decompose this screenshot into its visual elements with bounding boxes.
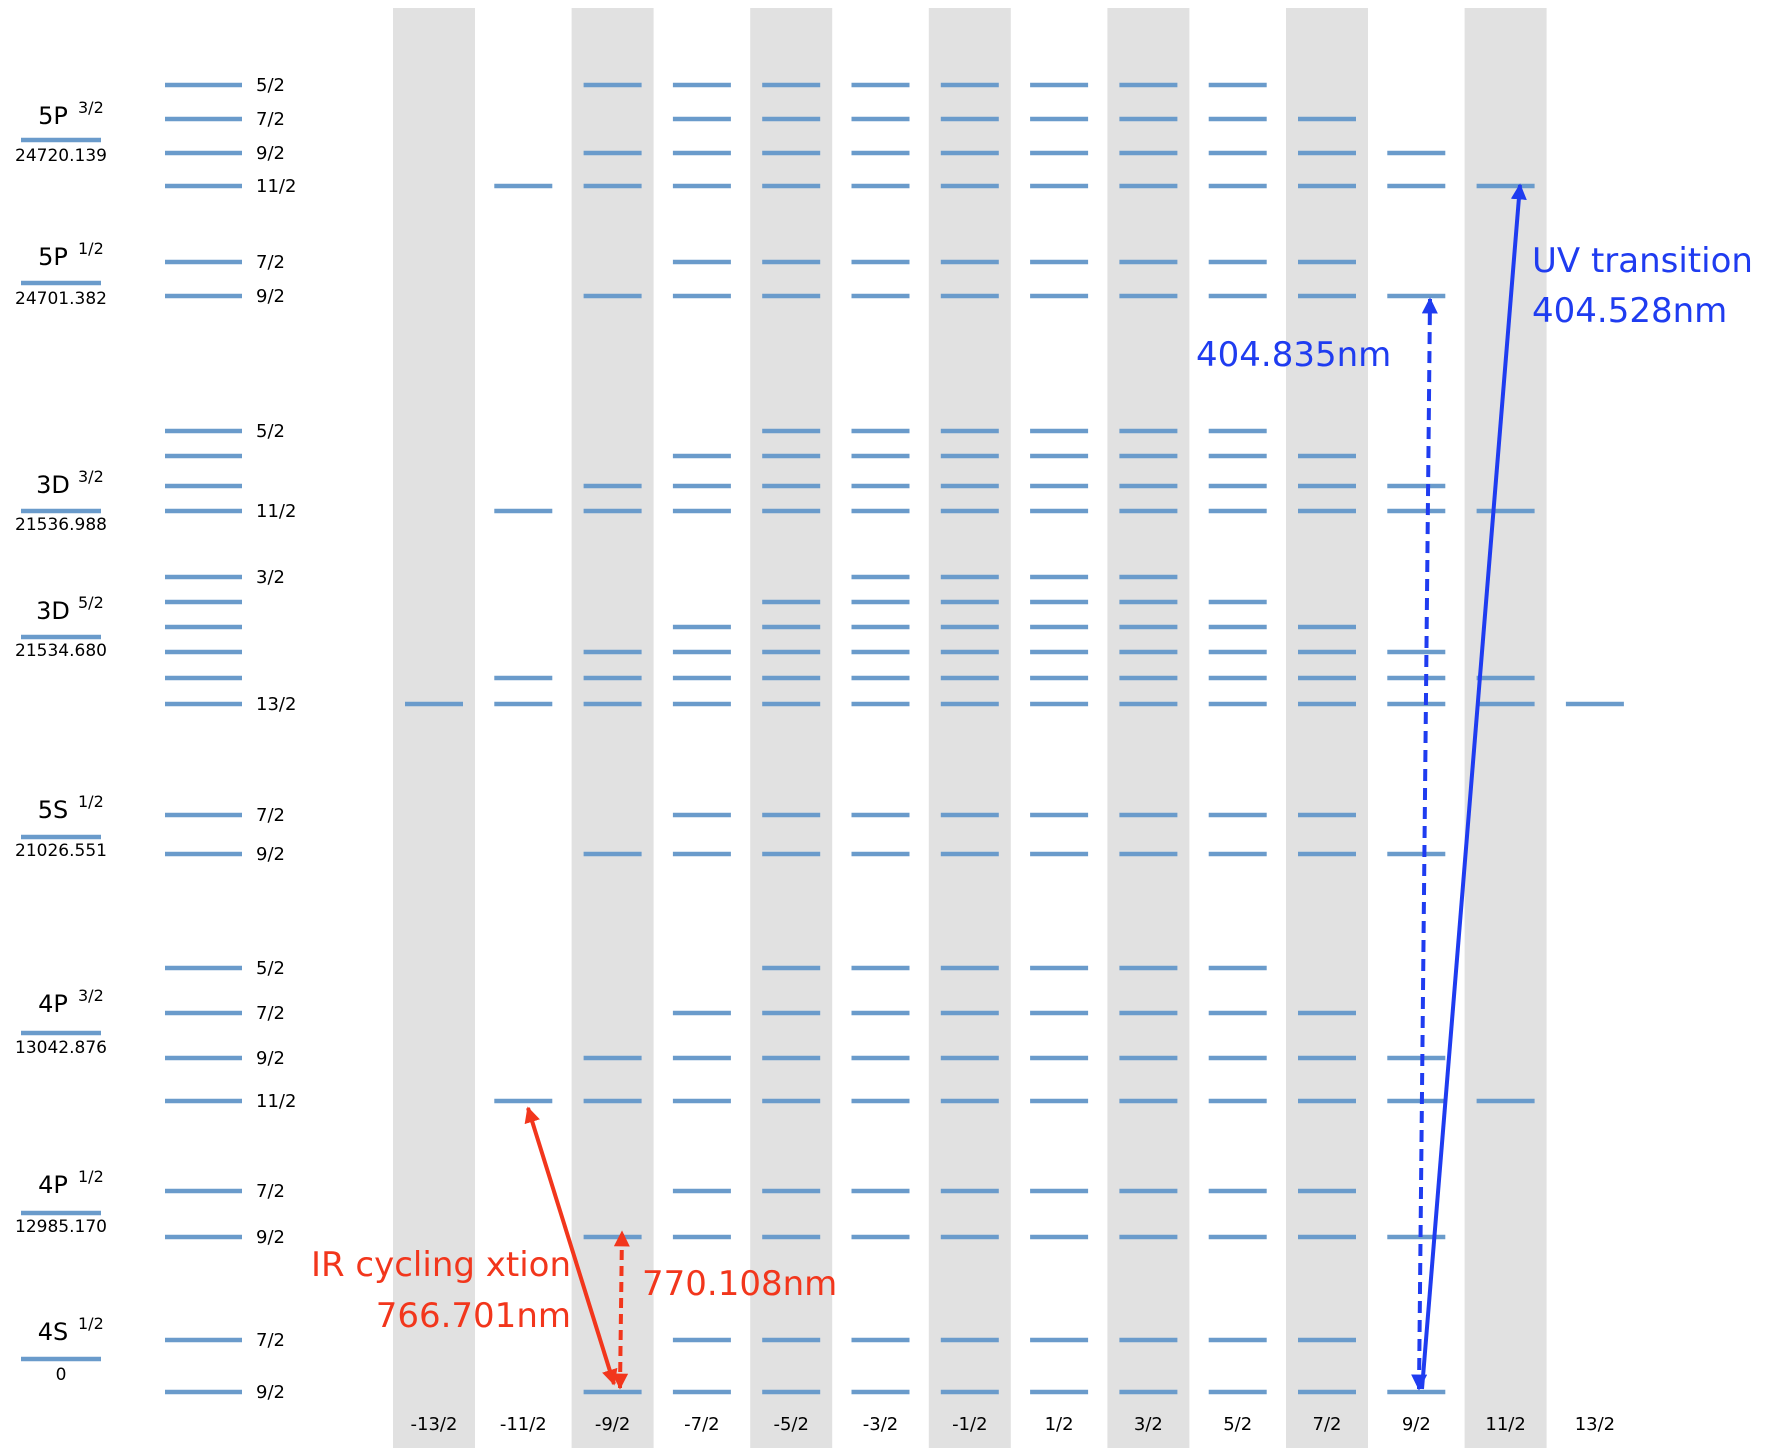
level-label-5s12: 5S 1/2 21026.551: [15, 792, 107, 861]
column-label: 5/2: [1223, 1414, 1252, 1435]
summary-lines: [165, 82, 242, 1395]
column-label: 13/2: [1575, 1414, 1615, 1435]
f-label: 5/2: [256, 958, 285, 979]
column-shade-12: [1464, 8, 1547, 1448]
f-label: 5/2: [256, 421, 285, 442]
level-superscript: 1/2: [78, 792, 104, 811]
level-label-5p32: 5P 3/2 24720.139: [15, 98, 107, 166]
f-label: 7/2: [256, 1181, 285, 1202]
column-labels: -13/2 -11/2 -9/2 -7/2 -5/2 -3/2 -1/2 1/2 3/2 5/2 7…: [411, 1414, 1616, 1435]
column-shade-4: [750, 8, 833, 1448]
uv-label-line1: UV transition: [1532, 241, 1753, 281]
level-label-5p12: 5P 1/2 24701.382: [15, 239, 107, 309]
f-label: 7/2: [256, 805, 285, 826]
column-shade-2: [571, 8, 654, 1448]
column-label: -9/2: [595, 1414, 630, 1435]
level-superscript: 3/2: [78, 467, 104, 486]
level-label-4p32: 4P 3/2 13042.876: [15, 986, 107, 1058]
level-energy: 21536.988: [15, 515, 107, 535]
column-label: -1/2: [952, 1414, 987, 1435]
level-superscript: 3/2: [78, 986, 104, 1005]
uv-dashed-label: 404.835nm: [1196, 335, 1391, 375]
transition-arrows: [524, 183, 1527, 1391]
ir-label-line2: 766.701nm: [376, 1296, 571, 1336]
f-labels: 5/2 7/2 9/2 11/2 7/2 9/2 5/2 11/2 3/2 13/2 7/2 9/2 5…: [256, 75, 296, 1403]
f-label: 9/2: [256, 286, 285, 307]
f-label: 11/2: [256, 176, 296, 197]
f-label: 9/2: [256, 1382, 285, 1403]
uv-label-line2: 404.528nm: [1532, 291, 1727, 331]
column-shade-10: [1286, 8, 1368, 1448]
column-shade-6: [928, 8, 1011, 1448]
level-name: 3D: [36, 471, 70, 499]
f-label: 9/2: [256, 143, 285, 164]
level-energy: 24701.382: [15, 289, 107, 309]
column-label: 9/2: [1402, 1414, 1431, 1435]
ir-label-line1: IR cycling xtion: [311, 1245, 571, 1285]
column-shade-0: [393, 8, 475, 1448]
level-label-3d32: 3D 3/2 21536.988: [15, 467, 107, 535]
level-energy: 24720.139: [15, 146, 107, 166]
level-superscript: 3/2: [78, 98, 104, 117]
annotations: IR cycling xtion 766.701nm 770.108nm UV …: [311, 241, 1753, 1336]
level-name: 5P: [38, 102, 68, 130]
column-shade-8: [1107, 8, 1190, 1448]
level-name: 5S: [38, 796, 69, 824]
level-name: 4P: [38, 990, 68, 1018]
column-label: -5/2: [773, 1414, 808, 1435]
level-superscript: 1/2: [78, 1167, 104, 1186]
f-label: 9/2: [256, 844, 285, 865]
f-label: 13/2: [256, 694, 296, 715]
level-energy: 12985.170: [15, 1217, 107, 1237]
f-label: 7/2: [256, 1330, 285, 1351]
f-label: 5/2: [256, 75, 285, 96]
column-label: 7/2: [1313, 1414, 1342, 1435]
level-name: 4S: [38, 1318, 69, 1346]
f-label: 7/2: [256, 252, 285, 273]
f-label: 11/2: [256, 501, 296, 522]
uv-dashed-arrow: [1411, 297, 1438, 1391]
level-energy: 21534.680: [15, 641, 107, 661]
column-shading: [393, 8, 1547, 1448]
column-label: 1/2: [1045, 1414, 1074, 1435]
ir-dashed-arrow: [612, 1230, 630, 1390]
level-energy: 0: [56, 1365, 67, 1385]
f-label: 9/2: [256, 1227, 285, 1248]
level-superscript: 1/2: [78, 1314, 104, 1333]
f-label: 9/2: [256, 1048, 285, 1069]
column-label: 3/2: [1134, 1414, 1163, 1435]
level-label-3d52: 3D 5/2 21534.680: [15, 593, 107, 661]
column-label: -7/2: [684, 1414, 719, 1435]
level-name: 5P: [38, 243, 68, 271]
column-label: 11/2: [1485, 1414, 1525, 1435]
level-superscript: 1/2: [78, 239, 104, 258]
level-label-4s12: 4S 1/2 0: [21, 1314, 104, 1385]
f-label: 7/2: [256, 1003, 285, 1024]
level-energy: 21026.551: [15, 841, 107, 861]
level-energy: 13042.876: [15, 1038, 107, 1058]
uv-transition-arrow: [1420, 183, 1527, 1390]
level-label-4p12: 4P 1/2 12985.170: [15, 1167, 107, 1237]
f-label: 11/2: [256, 1091, 296, 1112]
ir-dashed-label: 770.108nm: [642, 1264, 837, 1304]
f-label: 7/2: [256, 109, 285, 130]
level-name: 4P: [38, 1171, 68, 1199]
sublevel-lines: [405, 82, 1624, 1395]
ir-cycling-arrow: [524, 1106, 618, 1386]
level-name: 3D: [36, 597, 70, 625]
level-labels: 5P 3/2 24720.139 5P 1/2 24701.382 3D 3/2 21536.9…: [15, 98, 107, 1385]
column-label: -11/2: [500, 1414, 547, 1435]
column-label: -3/2: [863, 1414, 898, 1435]
f-label: 3/2: [256, 567, 285, 588]
level-superscript: 5/2: [78, 593, 104, 612]
column-label: -13/2: [411, 1414, 458, 1435]
